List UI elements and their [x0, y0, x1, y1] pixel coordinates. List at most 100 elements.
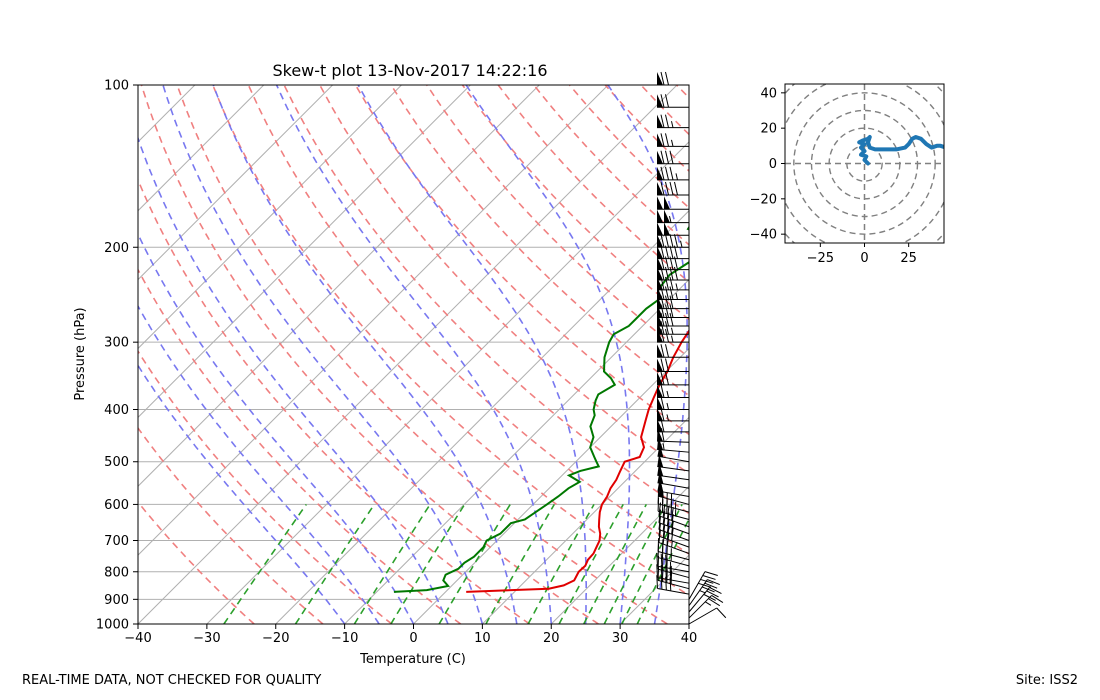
y-tick-label: 300: [104, 336, 129, 351]
moist-adiabat-line: [138, 232, 415, 624]
wind-barb: [688, 579, 720, 607]
wind-barb-pennant: [657, 266, 663, 280]
wind-barb-flag: [674, 181, 678, 196]
wind-barb-flag: [707, 579, 720, 586]
y-tick-label: 400: [104, 403, 129, 418]
wind-barb-flag: [665, 312, 669, 327]
wind-barb-pennant: [664, 222, 670, 236]
wind-barb-half-flag: [675, 283, 678, 291]
mixing-ratio-line: [558, 504, 624, 624]
wind-barb-pennant: [657, 72, 663, 85]
wind-barb: [657, 358, 689, 372]
wind-barb-flag: [674, 245, 678, 259]
wind-barb-pennant: [657, 182, 663, 196]
isotherm-line: [138, 85, 196, 143]
wind-barb-flag: [716, 607, 727, 619]
wind-barb-flag: [708, 598, 721, 607]
hodograph-x-tick-label: 0: [860, 251, 868, 266]
hodograph-y-tick-label: 40: [760, 86, 777, 101]
wind-barb-flag: [665, 276, 669, 291]
wind-barb: [657, 150, 689, 165]
mixing-ratio-line: [223, 503, 307, 624]
hodograph-x-tick-label: −25: [807, 251, 834, 266]
dry-adiabat-line: [640, 85, 689, 136]
wind-barb-flag: [665, 286, 669, 300]
wind-barb-flag: [660, 396, 665, 410]
dry-adiabat-line: [319, 85, 689, 475]
wind-barb-shaft: [658, 522, 690, 535]
isotherm-line: [138, 85, 333, 281]
moist-adiabat-line: [212, 85, 518, 624]
wind-barb-shaft: [657, 557, 690, 567]
wind-barb-pennant: [657, 94, 663, 108]
wind-barb-flag: [665, 554, 667, 568]
x-tick-label: −30: [193, 631, 220, 646]
wind-barb-flag: [660, 245, 665, 259]
wind-barb-shaft: [658, 542, 690, 554]
wind-barb: [657, 181, 689, 196]
y-tick-label: 600: [104, 498, 129, 513]
wind-barb-flag: [709, 587, 722, 594]
wind-barb: [657, 209, 689, 224]
mixing-ratio-line: [583, 504, 648, 624]
wind-barb-flag: [665, 71, 669, 86]
isotherm-line: [344, 278, 689, 624]
dry-adiabat-line: [138, 268, 462, 624]
wind-barb-shaft: [657, 495, 690, 505]
y-tick-label: 100: [104, 79, 129, 94]
y-tick-label: 800: [104, 565, 129, 580]
wind-barb-shaft: [657, 550, 690, 561]
wind-barb-pennant: [657, 234, 663, 248]
isotherm-line: [275, 210, 689, 624]
wind-barb-shaft: [657, 579, 690, 590]
wind-barb: [658, 502, 690, 528]
dry-adiabat-line: [461, 85, 689, 321]
wind-barb-flag: [660, 94, 665, 108]
wind-barb-flag: [669, 304, 674, 318]
wind-barb: [656, 552, 690, 573]
wind-barb-flag: [665, 344, 669, 358]
wind-barb-flag: [665, 295, 669, 309]
wind-barb: [688, 607, 727, 625]
wind-barb-pennant: [657, 209, 663, 223]
wind-barb-flag: [656, 564, 658, 578]
wind-barb-half-flag: [680, 240, 683, 248]
moist-adiabat-line: [138, 135, 449, 624]
wind-barb-half-flag: [675, 292, 678, 300]
wind-barb: [657, 321, 689, 335]
wind-barb-flag: [669, 245, 674, 259]
wind-barb-flag: [660, 407, 665, 422]
wind-barb-half-flag: [671, 335, 674, 343]
isotherm-lines: [138, 85, 689, 624]
x-tick-label: −20: [262, 631, 289, 646]
wind-barb-pennant: [657, 114, 663, 128]
wind-barb: [657, 384, 689, 399]
wind-barb-shaft: [657, 565, 690, 573]
wind-barb-flag: [669, 166, 674, 181]
wind-barb: [657, 538, 690, 561]
y-tick-label: 700: [104, 534, 129, 549]
y-axis-label: Pressure (hPa): [73, 307, 88, 400]
temperature-profile-line: [466, 329, 689, 593]
dry-adiabat-line: [568, 85, 689, 209]
wind-barb-pennant: [657, 344, 663, 358]
wind-barb-flag: [704, 571, 718, 577]
dry-adiabat-line: [748, 85, 1100, 624]
x-tick-label: −10: [331, 631, 358, 646]
mixing-ratio-line: [353, 503, 431, 624]
wind-barb-flag: [665, 94, 669, 108]
wind-barb-flag: [702, 586, 715, 593]
wind-barb-pennant: [657, 418, 663, 432]
wind-barb-flag: [702, 575, 716, 580]
wind-barb-half-flag: [666, 414, 669, 422]
x-tick-label: 20: [543, 631, 560, 646]
dry-adiabat-line: [784, 85, 1100, 624]
hodograph-wind-trace: [857, 135, 944, 166]
x-tick-label: 30: [612, 631, 629, 646]
wind-barb-pennant: [657, 478, 664, 492]
wind-barb-pennant: [664, 209, 670, 223]
wind-barb-flag: [669, 181, 674, 196]
wind-barb-shaft: [657, 474, 690, 481]
wind-barb-flag: [669, 234, 674, 248]
moist-adiabat-line: [138, 364, 346, 624]
